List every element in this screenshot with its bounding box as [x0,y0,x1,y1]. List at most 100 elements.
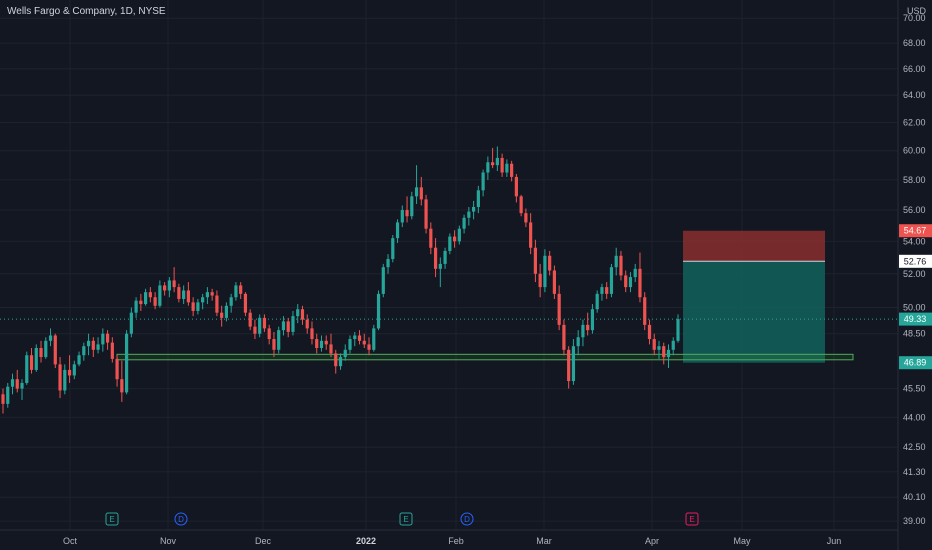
price-tick-label: 54.00 [903,236,926,246]
candle-body [87,341,90,346]
candle-body [49,335,52,340]
price-tick-label: 66.00 [903,64,926,74]
price-tick-label: 45.50 [903,384,926,394]
candle-body [358,335,361,340]
candle-body [467,212,470,218]
candle-body [196,302,199,311]
candle-body [211,292,214,295]
candle-body [30,355,33,370]
time-tick-label: Mar [536,536,552,546]
candle-body [472,207,475,212]
candle-body [581,325,584,337]
candle-body [96,344,99,349]
price-tick-label: 56.00 [903,205,926,215]
candle-body [591,309,594,330]
candle-body [182,290,185,298]
candle-body [1,394,4,404]
candle-body [139,301,142,304]
price-tick-label: 39.00 [903,516,926,526]
candle-body [82,346,85,355]
candle-body [92,341,95,350]
candle-body [258,318,261,334]
candle-body [163,285,166,290]
candle-body [315,339,318,348]
candle-body [634,269,637,277]
candle-body [6,387,9,404]
candle-body [325,341,328,345]
earnings-marker-label: E [109,515,114,524]
candle-body [382,267,385,294]
candle-body [310,328,313,339]
time-tick-label: May [733,536,751,546]
support-zone [117,354,853,359]
candle-body [58,364,61,390]
candle-body [615,256,618,267]
price-tick-label: 62.00 [903,118,926,128]
candle-body [439,264,442,269]
candle-body [648,325,651,339]
stop-loss-zone [683,231,825,262]
candle-body [215,296,218,313]
candle-body [529,222,532,247]
candle-body [486,162,489,172]
candle-body [73,364,76,375]
candle-body [367,344,370,349]
candle-body [44,341,47,357]
candle-body [453,237,456,242]
dividend-marker-label: D [178,515,184,524]
candle-body [225,306,228,318]
candle-body [458,229,461,242]
candle-body [501,158,504,173]
price-axis[interactable]: 39.00 40.10 41.30 42.50 44.00 45.50 48.50 50.00… [903,13,926,526]
candle-body [372,328,375,349]
candle-body [77,355,80,364]
candle-body [282,321,285,330]
candle-body [482,173,485,191]
price-label-target: 52.76 [904,256,927,266]
candle-body [420,187,423,199]
price-tick-label: 48.50 [903,329,926,339]
candle-body [296,309,299,316]
earnings-marker-label: E [689,515,694,524]
candle-body [320,341,323,348]
candle-body [220,313,223,318]
candle-body [534,248,537,274]
candle-body [120,379,123,392]
price-label-entry: 46.89 [904,358,927,368]
candle-body [543,256,546,287]
candle-body [306,320,309,329]
candle-body [567,350,570,381]
time-tick-label: Nov [160,536,177,546]
candle-body [553,270,556,293]
candle-body [496,158,499,165]
candle-body [353,335,356,339]
price-tick-label: 68.00 [903,38,926,48]
candle-body [68,370,71,376]
candle-body [244,294,247,313]
candle-body [667,350,670,357]
candle-body [505,164,508,173]
candle-body [429,229,432,248]
candle-body [434,248,437,269]
candle-body [125,334,128,393]
earnings-marker-label: E [403,515,408,524]
candle-body [115,359,118,379]
candle-body [130,313,133,334]
price-label-stop: 54.67 [904,226,927,236]
time-tick-label: Dec [255,536,272,546]
candle-body [510,164,513,177]
candle-body [154,297,157,306]
candle-body [610,267,613,294]
candle-body [515,177,518,196]
candle-body [572,346,575,381]
price-tick-label: 58.00 [903,175,926,185]
candle-body [624,275,627,287]
candle-body [348,339,351,350]
candle-body [638,269,641,297]
candle-body [415,187,418,196]
candle-body [462,218,465,229]
dividend-marker-label: D [464,515,470,524]
candle-body [253,327,256,334]
candle-body [277,330,280,350]
